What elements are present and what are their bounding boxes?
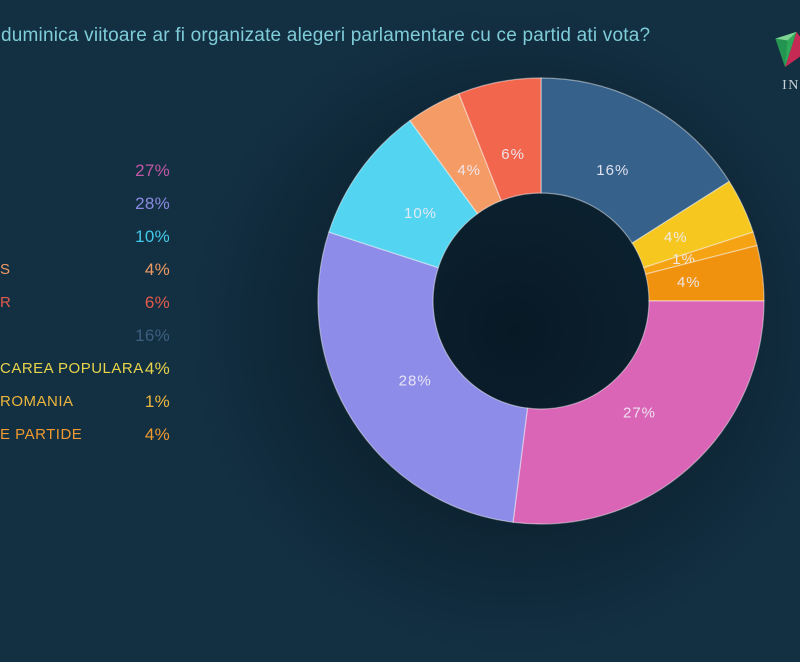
brand-logo: IN bbox=[768, 28, 800, 94]
legend-value: 28% bbox=[135, 193, 170, 213]
donut-segment-label: 27% bbox=[623, 404, 656, 421]
donut-segment-label: 4% bbox=[457, 162, 481, 179]
legend-row: 16% bbox=[0, 319, 170, 352]
legend-row: E PARTIDE 4% bbox=[0, 418, 170, 451]
legend-value: 16% bbox=[135, 325, 170, 345]
donut-chart: 16%4%1%4%27%28%10%4%6% bbox=[317, 77, 765, 525]
legend-value: 27% bbox=[135, 160, 170, 180]
legend-row: S 4% bbox=[0, 253, 170, 286]
legend-value: 4% bbox=[144, 259, 170, 279]
brand-text: IN bbox=[782, 78, 800, 93]
donut-segment bbox=[317, 231, 529, 523]
donut-segment bbox=[458, 77, 542, 202]
legend-party-name: E PARTIDE bbox=[0, 426, 83, 443]
donut-segment bbox=[512, 300, 765, 525]
donut-segment bbox=[328, 119, 479, 269]
legend-value: 6% bbox=[144, 292, 170, 312]
donut-segment-label: 4% bbox=[677, 274, 701, 291]
legend-row: 28% bbox=[0, 187, 170, 220]
legend-row: CAREA POPULARA 4% bbox=[0, 352, 170, 385]
legend: 27% 28% 10% S 4% R 6% 16% CAREA POPULARA… bbox=[0, 154, 170, 451]
legend-row: 10% bbox=[0, 220, 170, 253]
legend-party-name: CAREA POPULARA bbox=[0, 360, 144, 377]
legend-value: 4% bbox=[144, 358, 170, 378]
page-title: duminica viitoare ar fi organizate alege… bbox=[1, 25, 651, 46]
legend-value: 1% bbox=[144, 391, 170, 411]
donut-segment bbox=[540, 77, 731, 244]
legend-row: R 6% bbox=[0, 286, 170, 319]
legend-party-name: S bbox=[0, 261, 11, 278]
legend-value: 10% bbox=[135, 226, 170, 246]
donut-segment-label: 6% bbox=[501, 146, 525, 163]
legend-party-name: R bbox=[0, 294, 12, 311]
legend-party-name: ROMANIA bbox=[0, 393, 74, 410]
legend-row: ROMANIA 1% bbox=[0, 385, 170, 418]
legend-value: 4% bbox=[144, 424, 170, 444]
gem-logo-icon bbox=[775, 31, 800, 68]
donut-segment-label: 16% bbox=[596, 162, 629, 179]
donut-segment-label: 10% bbox=[404, 205, 437, 222]
donut-segment-label: 28% bbox=[399, 372, 432, 389]
legend-row: 27% bbox=[0, 154, 170, 187]
donut-segment-label: 4% bbox=[664, 229, 688, 246]
